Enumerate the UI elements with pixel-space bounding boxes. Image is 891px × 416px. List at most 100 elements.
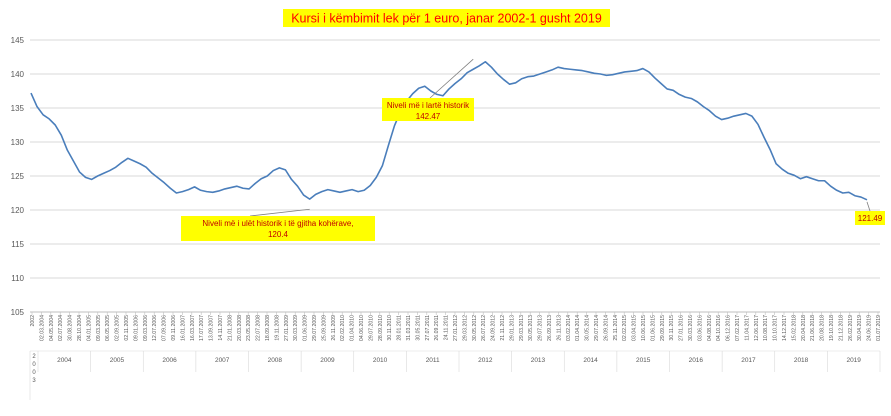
x-tick-label: 12.07.2006 <box>152 315 158 341</box>
x-tick-label: 28.09.2010 <box>378 315 384 341</box>
x-tick-label: 26.09.2013 <box>547 315 553 341</box>
year-label: 2007 <box>215 357 230 364</box>
x-tick-label: 27.01.2016 <box>679 315 685 341</box>
y-tick-label: 140 <box>11 70 25 79</box>
x-tick-label: 28.10.2004 <box>77 315 83 341</box>
chart-title: Kursi i këmbimit lek për 1 euro, janar 2… <box>291 12 602 26</box>
x-tick-label: 09.11.2006 <box>171 315 177 341</box>
annotation-last-group: 121.49 <box>855 201 885 225</box>
year-label: 2012 <box>478 357 493 364</box>
x-tick-label: 02.09.2005 <box>115 315 121 341</box>
x-tick-label: 09.03.2005 <box>96 315 102 341</box>
year-label: 2018 <box>794 357 809 364</box>
x-tick-label: 04.01.2005 <box>86 315 92 341</box>
x-tick-label: 01.04.2014 <box>575 315 581 341</box>
x-tick-label: 06.12.2016 <box>726 315 732 341</box>
annotation-highest-leader <box>429 58 474 99</box>
x-tick-label: 12.06.2017 <box>754 315 760 341</box>
x-tick-label: 01.04.2010 <box>350 315 356 341</box>
x-tick-label: 01.06.2009 <box>303 315 309 341</box>
x-tick-label: 31.03.2011 <box>406 315 412 341</box>
x-tick-label: 09.03.2006 <box>143 315 149 341</box>
x-tick-label: 29.01.2013 <box>509 315 515 341</box>
x-tick-label: 30.03.2016 <box>688 315 694 341</box>
year-label: 2010 <box>373 357 388 364</box>
y-tick-label: 125 <box>11 172 25 181</box>
year-label: 2008 <box>268 357 283 364</box>
x-tick-label: 29.07.2010 <box>368 315 374 341</box>
y-tick-label: 135 <box>11 104 25 113</box>
x-tick-label: 29.07.2009 <box>312 315 318 341</box>
y-tick-label: 130 <box>11 138 25 147</box>
year-label: 2019 <box>846 357 861 364</box>
x-tick-label: 26.09.2014 <box>603 315 609 341</box>
annotation-last: 121.49 <box>858 214 883 223</box>
x-tick-label: 22.07.2008 <box>256 315 262 341</box>
x-tick-label: 30.11.2015 <box>669 315 675 341</box>
x-tick-label: 29.07.2013 <box>538 315 544 341</box>
x-tick-label: 29.07.2014 <box>594 315 600 341</box>
year-label: 2017 <box>741 357 756 364</box>
x-tick-label: 27.01.2012 <box>453 315 459 341</box>
x-tick-label: 07.02.2017 <box>735 315 741 341</box>
annotation-lowest-group: Niveli më i ulët historik i të gjitha ko… <box>181 208 375 241</box>
x-tick-label: 01.06.2015 <box>650 315 656 341</box>
year-label: 2011 <box>426 357 440 364</box>
x-tick-label: 03.04.2015 <box>632 315 638 341</box>
x-tick-label: 30.05.2012 <box>472 315 478 341</box>
x-tick-label: 29.09.2015 <box>660 315 666 341</box>
x-tick-label: 10.06.2015 <box>641 315 647 341</box>
year-label: 2005 <box>110 357 125 364</box>
x-tick-label: 06.05.2005 <box>105 315 111 341</box>
x-tick-label: 29.03.2012 <box>462 315 468 341</box>
x-tick-label: 18.09.2008 <box>265 315 271 341</box>
y-tick-label: 120 <box>11 206 25 215</box>
x-tick-label: 29.03.2013 <box>519 315 525 341</box>
x-tick-label: 10.08.2017 <box>763 315 769 341</box>
x-tick-label: 26.09.2011 <box>434 315 440 341</box>
x-tick-label: 04.05.2004 <box>49 315 55 341</box>
x-tick-label: 04.08.2016 <box>707 315 713 341</box>
chart-title-background <box>283 9 610 27</box>
year-label: 2013 <box>531 357 546 364</box>
x-tick-label: 24.06.2019 <box>867 315 873 341</box>
x-tick-label: 02.02.2015 <box>622 315 628 341</box>
x-tick-label: 25.09.2009 <box>321 315 327 341</box>
x-tick-label: 09.01.2006 <box>133 315 139 341</box>
x-tick-label: 30.05.2014 <box>585 315 591 341</box>
x-tick-label: 26.02.2019 <box>848 315 854 341</box>
x-tick-label: 01.07.2019 <box>876 315 882 341</box>
x-tick-label: 16.03.2007 <box>190 315 196 341</box>
x-tick-label: 21.01.2008 <box>227 315 233 341</box>
x-tick-label: 03.02.2014 <box>566 315 572 341</box>
annotation-lowest: Niveli më i ulët historik i të gjitha ko… <box>202 219 353 239</box>
year-label: 2006 <box>162 357 177 364</box>
x-tick-label: 02.03.2004 <box>39 315 45 341</box>
annotation-lowest-leader <box>249 208 310 217</box>
year-label: 2009 <box>320 357 335 364</box>
chart-title-group: Kursi i këmbimit lek për 1 euro, janar 2… <box>283 9 610 27</box>
x-tick-label: 27.07.2011 <box>425 315 431 341</box>
x-tick-label: 04.10.2016 <box>716 315 722 341</box>
x-tick-label: 02.11.2005 <box>124 315 130 341</box>
y-tick-label: 145 <box>11 36 25 45</box>
annotation-last-leader <box>866 201 871 212</box>
x-tick-label: 2002 <box>30 315 36 327</box>
year-label: 2004 <box>57 357 72 364</box>
year-label: 2016 <box>689 357 704 364</box>
x-tick-label: 20.04.2018 <box>801 315 807 341</box>
x-tick-label: 21.06.2018 <box>810 315 816 341</box>
x-tick-label: 26.07.2012 <box>481 315 487 341</box>
x-tick-label: 23.05.2008 <box>246 315 252 341</box>
x-tick-label: 20.08.2018 <box>820 315 826 341</box>
year-label: 2014 <box>583 357 598 364</box>
year-label: 2015 <box>636 357 651 364</box>
x-tick-label: 11.04.2017 <box>744 315 750 341</box>
x-tick-label: 16.01.2007 <box>180 315 186 341</box>
y-tick-label: 105 <box>11 308 25 317</box>
annotation-highest: Niveli më i lartë historik 142.47 <box>387 101 470 121</box>
x-tick-label: 30.08.2004 <box>68 315 74 341</box>
x-tick-label: 24.09.2012 <box>491 315 497 341</box>
